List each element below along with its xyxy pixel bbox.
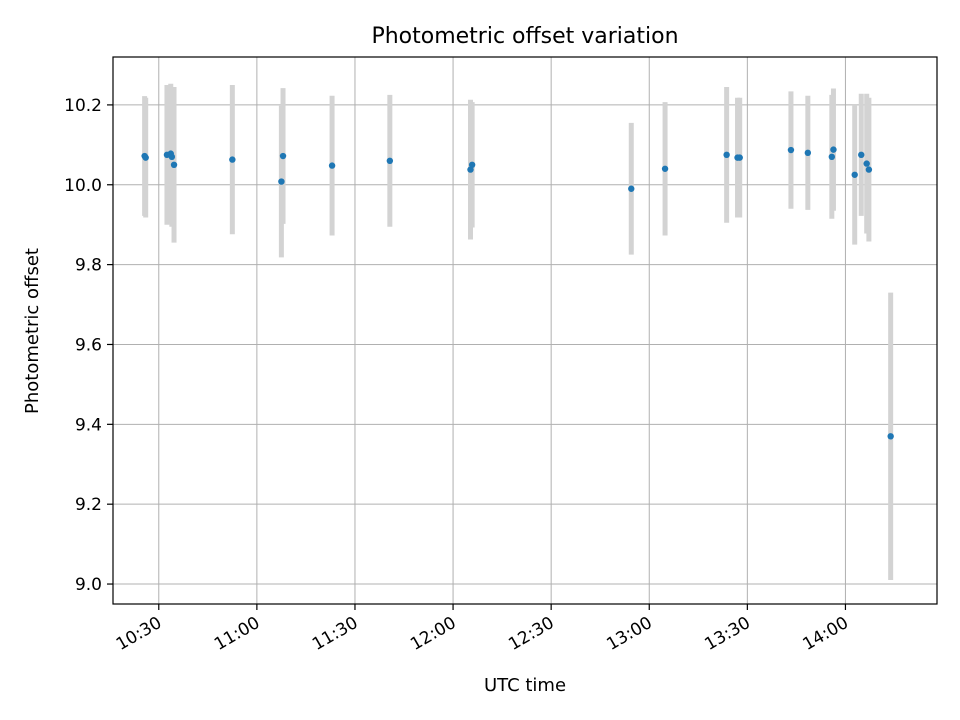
data-point — [858, 151, 865, 159]
data-point — [628, 185, 635, 192]
data-point — [865, 166, 873, 173]
y-tick-label: 10.0 — [64, 176, 102, 196]
data-point — [830, 146, 837, 153]
data-point — [279, 152, 287, 160]
y-tick-label: 9.6 — [75, 335, 102, 355]
y-tick-label: 9.0 — [75, 575, 102, 595]
data-point — [736, 154, 743, 161]
data-point — [851, 171, 858, 178]
data-point — [887, 433, 894, 440]
data-point — [229, 156, 236, 163]
data-point — [661, 165, 669, 172]
data-point — [386, 157, 394, 165]
y-axis-label: Photometric offset — [22, 248, 43, 414]
data-point — [804, 149, 812, 157]
data-point — [278, 178, 285, 185]
data-point — [170, 161, 178, 169]
data-points — [141, 146, 894, 440]
data-point — [787, 146, 795, 154]
y-tick-label: 9.4 — [75, 415, 102, 435]
data-point — [863, 160, 870, 167]
data-point — [828, 153, 836, 161]
data-point — [468, 161, 476, 169]
chart-title: Photometric offset variation — [371, 24, 678, 49]
data-point — [142, 154, 149, 161]
data-point — [723, 151, 730, 159]
data-point — [328, 162, 336, 169]
plot-frame — [112, 56, 938, 605]
y-axis-ticks: 9.0 9.2 9.4 9.6 9.8 10.0 10.2 — [64, 96, 113, 595]
x-axis-label: UTC time — [484, 675, 566, 696]
y-tick-label: 9.8 — [75, 256, 102, 276]
data-point — [168, 153, 176, 161]
y-tick-label: 9.2 — [75, 495, 102, 515]
y-tick-label: 10.2 — [64, 96, 102, 116]
grid — [113, 57, 937, 604]
